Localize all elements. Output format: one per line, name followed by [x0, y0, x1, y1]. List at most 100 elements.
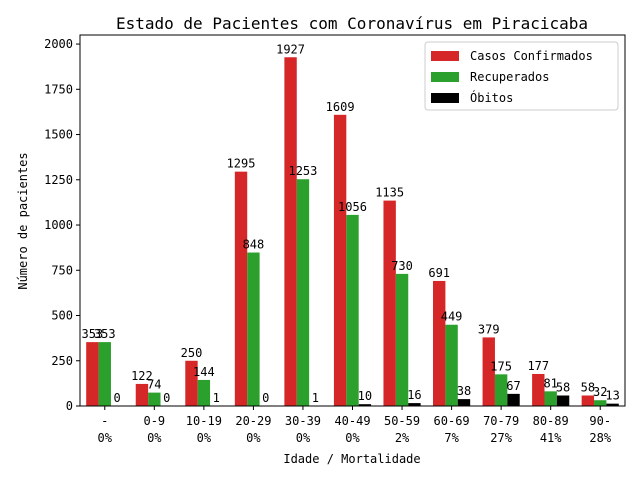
legend-label: Casos Confirmados — [470, 49, 593, 63]
legend-box — [424, 41, 619, 111]
y-tick-label: 750 — [51, 263, 73, 277]
legend-swatch — [431, 72, 459, 82]
x-tick-label: 30-39 — [285, 414, 321, 428]
data-label: 32 — [593, 385, 607, 399]
x-tick-label: 10-19 — [186, 414, 222, 428]
plot-area: 353 122 250 1295 1927 1609 1135 691 379 177 58 353 7… — [82, 42, 620, 406]
legend-swatch — [431, 93, 459, 103]
x-tick-mortality: 27% — [490, 431, 512, 445]
bar-recuperados-0 — [98, 342, 111, 406]
x-tick-mortality: 28% — [589, 431, 611, 445]
data-label: 1135 — [375, 186, 404, 200]
bar-recuperados-7 — [445, 324, 458, 406]
bar--bitos-5 — [358, 404, 372, 406]
data-label: 177 — [527, 359, 549, 373]
data-label: 144 — [193, 365, 215, 379]
data-label: 58 — [556, 381, 570, 395]
x-tick-label: 0-9 — [143, 414, 165, 428]
bar-casos-confirmados-9 — [532, 373, 545, 406]
bar-casos-confirmados-2 — [185, 360, 198, 406]
data-label: 1295 — [227, 157, 256, 171]
data-label: 1253 — [288, 164, 317, 178]
y-tick-label: 500 — [51, 309, 73, 323]
bar--bitos-8 — [507, 393, 520, 406]
x-tick-label: 50-59 — [384, 414, 420, 428]
x-tick-mortality: 0% — [147, 431, 162, 445]
y-tick-label: 1250 — [44, 173, 73, 187]
x-axis: - 0% 0-9 0% 10-19 0% 20-29 0% 30-39 0% 40-49 0% 50-5… — [98, 406, 612, 445]
y-tick-label: 250 — [51, 354, 73, 368]
bar-recuperados-2 — [197, 379, 211, 406]
bar--bitos-10 — [606, 403, 619, 406]
bar-casos-confirmados-8 — [482, 337, 495, 406]
x-tick-label: 80-89 — [533, 414, 569, 428]
bar-casos-confirmados-3 — [234, 171, 248, 406]
data-label: 0 — [163, 391, 170, 405]
y-tick-label: 1750 — [44, 82, 73, 96]
data-label: 730 — [391, 259, 413, 273]
x-tick-mortality: 0% — [98, 431, 113, 445]
legend-label: Óbitos — [470, 90, 513, 105]
legend: Casos Confirmados Recuperados Óbitos — [424, 41, 619, 111]
bar-casos-confirmados-0 — [86, 342, 99, 406]
data-label: 1609 — [326, 100, 355, 114]
x-tick-label: 90- — [589, 414, 611, 428]
data-label: 16 — [407, 388, 421, 402]
bar-casos-confirmados-4 — [284, 57, 297, 406]
data-label: 1 — [213, 391, 220, 405]
bar-casos-confirmados-5 — [333, 114, 347, 406]
bar-casos-confirmados-6 — [383, 200, 396, 406]
chart-title: Estado de Pacientes com Coronavírus em P… — [116, 14, 588, 33]
y-tick-label: 2000 — [44, 37, 73, 51]
legend-label: Recuperados — [470, 70, 549, 84]
data-label: 1 — [312, 391, 319, 405]
bar-recuperados-8 — [494, 374, 508, 406]
bar-casos-confirmados-1 — [135, 383, 149, 406]
data-label: 379 — [478, 322, 500, 336]
bar-recuperados-1 — [148, 392, 161, 406]
data-label: 74 — [147, 378, 161, 392]
data-label: 1056 — [338, 200, 367, 214]
bar-recuperados-9 — [544, 391, 557, 406]
data-label: 58 — [581, 381, 595, 395]
data-label: 10 — [358, 389, 372, 403]
bar--bitos-6 — [408, 403, 421, 406]
x-tick-label: 20-29 — [235, 414, 271, 428]
bar-casos-confirmados-7 — [433, 280, 446, 406]
y-tick-label: 0 — [66, 399, 73, 413]
x-tick-mortality: 7% — [444, 431, 459, 445]
x-tick-label: - — [101, 414, 108, 428]
data-label: 67 — [506, 379, 520, 393]
data-label: 122 — [131, 369, 153, 383]
bar--bitos-9 — [556, 395, 570, 406]
data-label: 81 — [543, 376, 557, 390]
bar-recuperados-3 — [247, 252, 260, 406]
data-label: 691 — [428, 266, 450, 280]
bar-recuperados-6 — [395, 273, 409, 406]
x-tick-label: 40-49 — [334, 414, 370, 428]
x-tick-mortality: 0% — [296, 431, 311, 445]
x-tick-label: 60-69 — [434, 414, 470, 428]
data-label: 13 — [605, 389, 619, 403]
x-tick-mortality: 0% — [345, 431, 360, 445]
data-label: 353 — [82, 327, 104, 341]
bar-casos-confirmados-10 — [581, 395, 595, 406]
data-label: 848 — [243, 238, 265, 252]
data-label: 353 — [94, 327, 116, 341]
bar-recuperados-4 — [296, 179, 310, 406]
data-label: 175 — [490, 359, 512, 373]
data-label: 250 — [181, 346, 203, 360]
y-axis-label: Número de pacientes — [16, 152, 30, 289]
x-tick-mortality: 2% — [395, 431, 410, 445]
data-label: 449 — [441, 310, 463, 324]
data-label: 1927 — [276, 42, 305, 56]
data-label: 38 — [457, 384, 471, 398]
x-tick-mortality: 41% — [540, 431, 562, 445]
bar-recuperados-10 — [594, 400, 607, 406]
x-tick-mortality: 0% — [197, 431, 212, 445]
data-label: 0 — [262, 391, 269, 405]
legend-swatch — [431, 51, 459, 61]
y-axis: 0 250 500 750 1000 1250 1500 1750 2000 — [44, 37, 80, 413]
data-label: 0 — [114, 391, 121, 405]
